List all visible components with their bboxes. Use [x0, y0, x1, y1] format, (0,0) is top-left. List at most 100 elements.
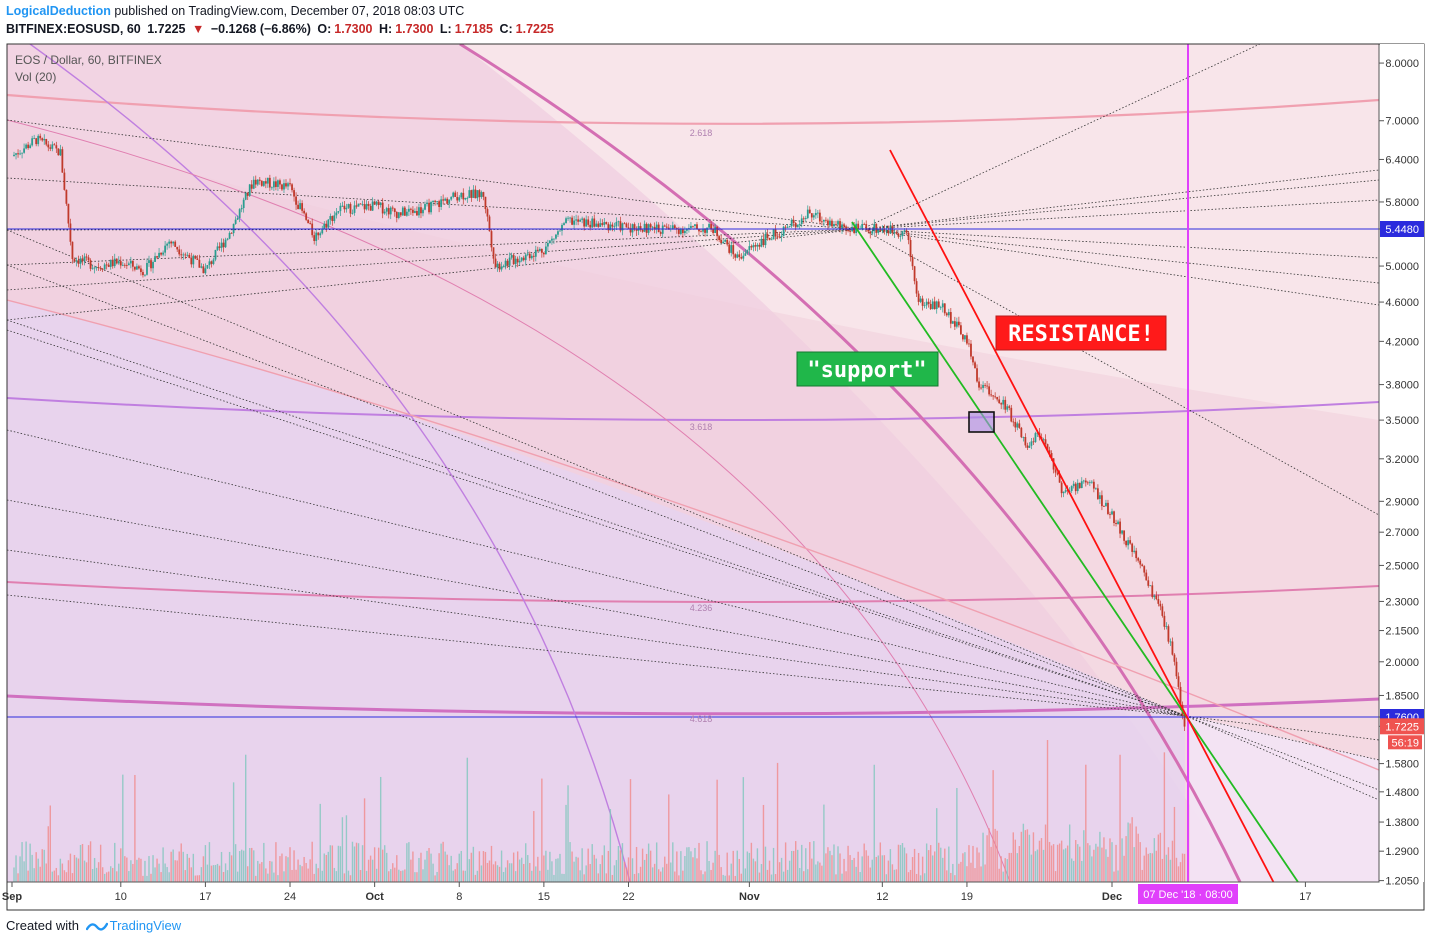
- volume-bar: [67, 860, 70, 882]
- volume-bar: [315, 863, 317, 882]
- candle-body: [962, 334, 964, 340]
- candle-body: [790, 219, 793, 227]
- volume-bar: [116, 871, 118, 882]
- volume-bar: [615, 860, 618, 882]
- candle-body: [504, 260, 507, 267]
- candle-body: [79, 258, 82, 264]
- candle-body: [208, 261, 211, 266]
- volume-bar: [583, 874, 585, 882]
- low-value: 1.7185: [454, 22, 493, 36]
- volume-bar: [948, 846, 950, 882]
- fib-level-label: 3.618: [690, 422, 713, 432]
- candle-body: [557, 231, 559, 235]
- volume-bar: [307, 868, 309, 882]
- candle-body: [569, 217, 571, 219]
- volume-bar: [371, 859, 374, 882]
- candle-body: [206, 265, 209, 269]
- volume-bar: [408, 842, 410, 882]
- candle-body: [589, 224, 592, 228]
- candle-body: [95, 267, 98, 269]
- volume-bar: [639, 866, 642, 882]
- candle-body: [1155, 595, 1158, 600]
- candle-body: [990, 394, 993, 396]
- volume-bar: [643, 859, 646, 882]
- volume-bar: [178, 851, 180, 882]
- volume-bar: [323, 853, 325, 882]
- candle-body: [73, 259, 76, 262]
- candle-body: [341, 205, 344, 207]
- volume-bar: [275, 842, 277, 882]
- level-price-tag: [1380, 221, 1424, 237]
- candle-body: [627, 227, 630, 229]
- candle-body: [641, 229, 644, 232]
- volume-bar: [440, 843, 442, 882]
- volume-bar: [259, 863, 261, 882]
- volume-bar: [708, 861, 710, 882]
- volume-bar: [531, 870, 533, 882]
- volume-bar: [355, 842, 358, 882]
- volume-bar: [110, 866, 112, 882]
- volume-bar: [301, 866, 303, 882]
- volume-bar: [230, 855, 233, 882]
- volume-bar: [1163, 752, 1166, 882]
- candle-body: [194, 255, 197, 259]
- volume-bar: [218, 865, 221, 882]
- publish-info: LogicalDeduction published on TradingVie…: [6, 4, 464, 18]
- volume-bar: [537, 856, 539, 882]
- volume-bar: [150, 873, 152, 882]
- time-axis[interactable]: Sep 10 17 24 Oct 8 15 22 Nov 12 19 Dec 17 07 Dec '18 …: [2, 882, 1312, 904]
- candle-body: [1159, 603, 1162, 607]
- volume-bar: [1107, 856, 1109, 882]
- volume-bar: [309, 859, 311, 882]
- volume-bar: [970, 862, 972, 882]
- candle-body: [639, 226, 642, 230]
- candle-body: [970, 343, 972, 357]
- volume-bar: [303, 856, 305, 882]
- candle-body: [623, 223, 626, 225]
- candle-body: [23, 148, 25, 153]
- highlight-box[interactable]: [968, 411, 995, 433]
- resistance-label-box[interactable]: [995, 315, 1167, 351]
- candle-body: [47, 144, 50, 148]
- candle-body: [407, 208, 410, 212]
- trend-lines[interactable]: [851, 149, 1300, 885]
- support-label-box[interactable]: [796, 351, 939, 387]
- volume-bar: [424, 859, 426, 882]
- volume-bar: [57, 875, 60, 882]
- volume-bar: [678, 875, 680, 882]
- candle-body: [156, 256, 158, 258]
- candle-body: [1086, 482, 1089, 484]
- volume-bar: [786, 869, 789, 882]
- volume-bar: [1062, 849, 1065, 882]
- volume-bar: [343, 873, 346, 882]
- candle-body: [823, 219, 825, 222]
- volume-bar: [897, 844, 900, 882]
- candle-body: [196, 258, 199, 260]
- volume-bar: [629, 779, 632, 882]
- fib-curve-4236: [7, 581, 1379, 604]
- volume-bar: [1165, 854, 1168, 882]
- candle-body: [635, 229, 638, 231]
- volume-bar: [341, 817, 344, 882]
- volume-bar: [756, 848, 759, 882]
- candle-body: [387, 208, 390, 215]
- volume-bar: [702, 874, 704, 882]
- price-axis[interactable]: 8.0000 7.0000 6.4000 5.8000 5.4480 5.0000 4.60…: [1379, 44, 1424, 888]
- tradingview-brand-link[interactable]: TradingView: [109, 918, 182, 933]
- volume-bar: [768, 860, 771, 882]
- author-link[interactable]: LogicalDeduction: [6, 4, 111, 18]
- candle-body: [383, 211, 386, 214]
- candle-body: [1125, 540, 1128, 546]
- volume-bar: [87, 845, 90, 882]
- volume-bar: [831, 855, 833, 882]
- horizontal-levels[interactable]: [7, 44, 1379, 882]
- candle-body: [673, 225, 676, 229]
- volume-bar: [1115, 844, 1117, 882]
- volume-bar: [41, 849, 43, 882]
- candle-body: [351, 212, 354, 214]
- candle-body: [1103, 506, 1105, 507]
- volume-bar: [631, 858, 634, 882]
- volume-bar: [194, 875, 197, 882]
- candle-body: [363, 204, 366, 210]
